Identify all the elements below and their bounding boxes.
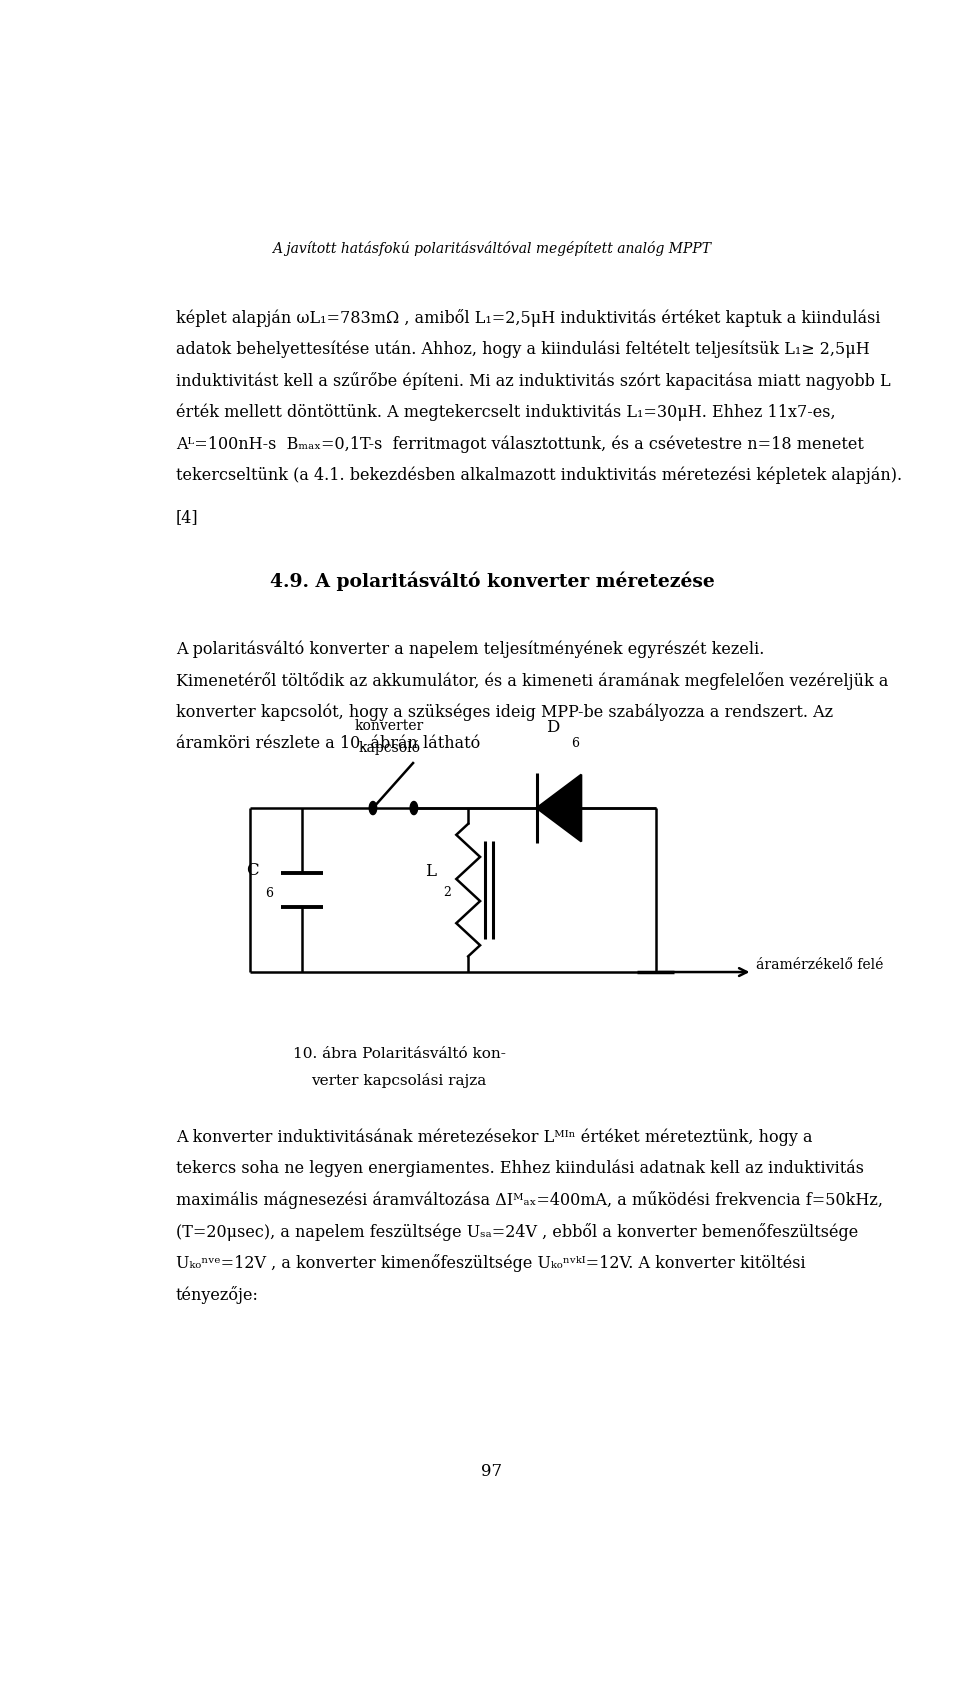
Text: 2: 2 [443,886,451,900]
Text: A polaritásváltó konverter a napelem teljesítményének egyrészét kezeli.: A polaritásváltó konverter a napelem tel… [176,641,764,658]
Text: A javított hatásfokú polaritásváltóval megépített analóg MPPT: A javított hatásfokú polaritásváltóval m… [273,242,711,256]
Text: konverter: konverter [354,719,424,733]
Text: tényezője:: tényezője: [176,1285,258,1304]
Text: L: L [425,864,436,881]
Text: 4.9. A polaritásváltó konverter méretezése: 4.9. A polaritásváltó konverter méretezé… [270,573,714,591]
Text: (T=20μsec), a napelem feszültsége Uₛₐ=24V , ebből a konverter bemenőfeszültsége: (T=20μsec), a napelem feszültsége Uₛₐ=24… [176,1223,858,1241]
Polygon shape [537,775,581,842]
Text: 6: 6 [571,738,579,750]
Text: C: C [247,862,259,879]
Text: verter kapcsolási rajza: verter kapcsolási rajza [311,1074,487,1089]
Text: Aᴸ=100nH-s  Bₘₐₓ=0,1T-s  ferritmagot választottunk, és a csévetestre n=18 menete: Aᴸ=100nH-s Bₘₐₓ=0,1T-s ferritmagot válas… [176,436,864,453]
Text: induktivitást kell a szűrőbe építeni. Mi az induktivitás szórt kapacitása miatt : induktivitást kell a szűrőbe építeni. Mi… [176,373,891,390]
Text: tekercseltünk (a 4.1. bekezdésben alkalmazott induktivitás méretezési képletek a: tekercseltünk (a 4.1. bekezdésben alkalm… [176,467,902,484]
Text: 97: 97 [481,1462,503,1479]
Text: tekercs soha ne legyen energiamentes. Ehhez kiindulási adatnak kell az induktivi: tekercs soha ne legyen energiamentes. Eh… [176,1160,864,1177]
Text: érték mellett döntöttünk. A megtekercselt induktivitás L₁=30μH. Ehhez 11x7-es,: érték mellett döntöttünk. A megtekercsel… [176,404,835,421]
Text: 6: 6 [265,888,273,900]
Polygon shape [410,801,418,815]
Text: 10. ábra Polaritásváltó kon-: 10. ábra Polaritásváltó kon- [293,1046,505,1062]
Text: D: D [546,719,560,736]
Text: áramköri részlete a 10. ábrán látható: áramköri részlete a 10. ábrán látható [176,734,480,751]
Text: maximális mágnesezési áramváltozása ΔIᴹₐₓ=400mA, a működési frekvencia f=50kHz,: maximális mágnesezési áramváltozása ΔIᴹₐ… [176,1191,883,1210]
Text: kapcsoló: kapcsoló [358,740,420,755]
Text: Kimenetéről töltődik az akkumulátor, és a kimeneti áramának megfelelően vezérelj: Kimenetéről töltődik az akkumulátor, és … [176,671,888,690]
Text: Uₖₒⁿᵛᵉ=12V , a konverter kimenőfeszültsége Uₖₒⁿᵛᵏᴵ=12V. A konverter kitöltési: Uₖₒⁿᵛᵉ=12V , a konverter kimenőfeszültsé… [176,1254,805,1273]
Text: konverter kapcsolót, hogy a szükséges ideig MPP-be szabályozza a rendszert. Az: konverter kapcsolót, hogy a szükséges id… [176,704,833,721]
Text: képlet alapján ωL₁=783mΩ , amiből L₁=2,5μH induktivitás értéket kaptuk a kiindul: képlet alapján ωL₁=783mΩ , amiből L₁=2,5… [176,310,880,327]
Text: A konverter induktivitásának méretezésekor Lᴹᴵⁿ értéket méreteztünk, hogy a: A konverter induktivitásának méretezések… [176,1128,812,1145]
Text: [4]: [4] [176,509,199,527]
Text: adatok behelyettesítése után. Ahhoz, hogy a kiindulási feltételt teljesítsük L₁≥: adatok behelyettesítése után. Ahhoz, hog… [176,341,870,358]
Polygon shape [370,801,376,815]
Text: áramérzékelő felé: áramérzékelő felé [756,958,883,973]
